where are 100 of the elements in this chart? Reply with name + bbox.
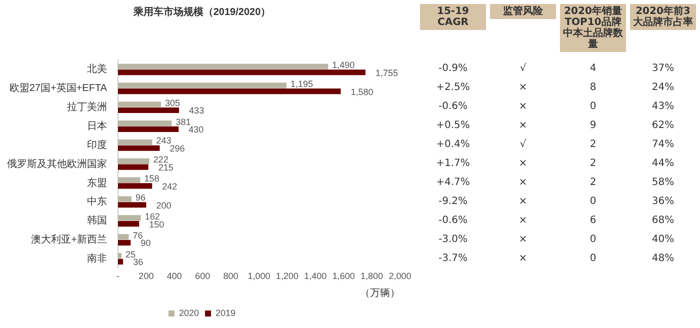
data-label: 158 (144, 174, 160, 184)
y-tick-label: 欧盟27国+英国+EFTA (9, 82, 108, 94)
text: 37% (650, 63, 676, 76)
text: 36% (650, 196, 676, 208)
data-label: 296 (170, 144, 185, 154)
data-label: 25 (126, 249, 136, 260)
y-tick-label: 日本 (87, 120, 107, 132)
y-tick-label: 北美 (87, 63, 107, 76)
x-axis-title: （万辆） (360, 286, 400, 299)
text: -0.6% (437, 101, 468, 114)
data-label: 215 (158, 162, 174, 173)
x-tick-label: 600 (195, 271, 210, 282)
data-label: 381 (176, 116, 191, 127)
text: 0 (588, 196, 598, 208)
x-tick-label: 1,800 (360, 271, 384, 282)
x-tick-label: 1,400 (304, 271, 327, 282)
bar (118, 120, 172, 126)
legend-label: 2020 (178, 308, 200, 318)
text: 2 (588, 139, 598, 152)
text: × (518, 120, 528, 132)
legend-label: 2019 (216, 308, 236, 318)
chart-title: 乘用车市场规模（2019/2020） (132, 6, 271, 18)
x-tick-label: 1,600 (332, 271, 355, 282)
bar (118, 64, 328, 70)
text: × (518, 177, 528, 190)
text: √ (518, 139, 528, 152)
bar (118, 164, 148, 170)
data-label: 243 (156, 136, 172, 146)
bar (118, 126, 179, 132)
bar (118, 253, 122, 259)
text: 74% (650, 139, 676, 152)
data-label: 1,490 (332, 60, 355, 70)
data-label: 305 (165, 98, 180, 108)
data-label: 433 (189, 106, 204, 116)
text: 监管风险 (490, 4, 556, 19)
text: 58% (650, 177, 676, 190)
bar (118, 88, 341, 94)
text: × (518, 82, 528, 94)
x-tick-label: 1,000 (248, 271, 270, 282)
text: 4 (588, 63, 598, 76)
y-tick-label: 中东 (87, 196, 107, 208)
text: 2 (588, 158, 598, 170)
text: 62% (650, 120, 676, 132)
data-label: 1,195 (290, 78, 314, 89)
text: 2 (588, 177, 598, 190)
text: -3.7% (437, 252, 468, 265)
text: 2020年销量TOP10品牌中本土品牌数量 (560, 4, 626, 52)
data-label: 222 (153, 154, 168, 165)
text: × (518, 252, 528, 265)
bar (118, 158, 150, 164)
data-label: 1,755 (375, 68, 398, 78)
bar (118, 145, 160, 151)
bar (118, 177, 140, 183)
text: × (518, 234, 528, 246)
text: +4.7% (435, 177, 471, 190)
text: -0.6% (437, 214, 468, 227)
y-tick-label: 澳大利亚+新西兰 (31, 234, 107, 246)
x-tick-label: - (116, 271, 120, 282)
x-tick-label: 400 (166, 271, 182, 282)
text: × (518, 101, 528, 114)
bar (118, 240, 131, 246)
bar (118, 82, 286, 88)
text: 0 (588, 252, 598, 265)
x-tick-label: 800 (223, 271, 238, 282)
text: 48% (650, 252, 676, 265)
data-label: 96 (136, 192, 146, 203)
y-tick-label: 韩国 (87, 214, 107, 227)
bar (118, 102, 162, 108)
x-tick-label: 200 (138, 271, 154, 282)
text: × (518, 158, 528, 170)
text: 8 (588, 82, 598, 94)
text: +1.7% (435, 158, 471, 170)
x-tick-label: 1,200 (276, 271, 298, 282)
y-tick-label: 拉丁美洲 (67, 101, 107, 114)
bar (118, 215, 141, 221)
data-label: 430 (188, 124, 204, 135)
text: -3.0% (437, 234, 468, 246)
text: × (518, 214, 528, 227)
text: 0 (588, 234, 598, 246)
text: +0.4% (435, 139, 471, 152)
y-tick-label: 南非 (87, 252, 107, 264)
bar (118, 107, 180, 114)
data-label: 76 (132, 230, 143, 240)
data-label: 200 (156, 200, 172, 210)
text: +0.5% (435, 120, 471, 132)
text: 44% (650, 158, 676, 170)
x-tick-label: 2,000 (388, 271, 412, 282)
text: 43% (650, 101, 676, 114)
data-label: 1,580 (350, 86, 374, 97)
y-tick-label: 俄罗斯及其他欧洲国家 (7, 158, 107, 170)
bar (118, 258, 124, 264)
text: 0 (588, 101, 598, 114)
text: -0.9% (437, 63, 468, 76)
text: 24% (650, 82, 676, 94)
bar (118, 183, 152, 189)
bar (118, 221, 140, 227)
text: 6 (588, 214, 598, 227)
bar (118, 196, 132, 202)
text: 9 (588, 120, 598, 132)
bar (118, 202, 146, 208)
